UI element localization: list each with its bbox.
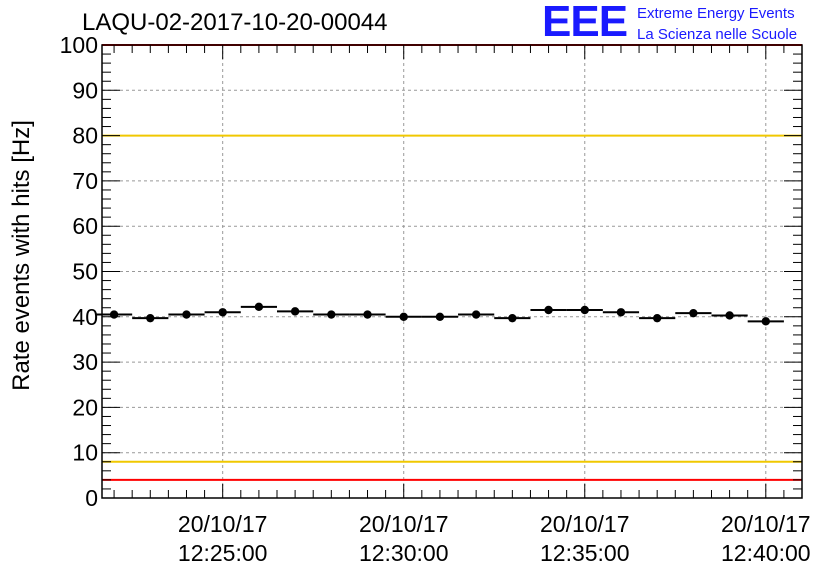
plot-frame — [101, 44, 803, 499]
x-tick-date: 20/10/17 — [540, 511, 630, 537]
data-point — [290, 307, 300, 316]
data-point — [399, 312, 408, 321]
y-tick-label: 30 — [72, 349, 98, 375]
data-point — [254, 302, 264, 312]
data-point — [616, 308, 626, 317]
reference-lines — [102, 44, 802, 481]
x-tick-date: 20/10/17 — [721, 511, 811, 537]
x-tick-time: 12:40:00 — [721, 540, 811, 566]
y-axis-label: Rate events with hits [Hz] — [8, 120, 35, 391]
data-point — [508, 313, 517, 323]
data-point — [435, 312, 445, 321]
grid — [102, 45, 802, 498]
data-point — [689, 308, 698, 318]
x-tick-time: 12:35:00 — [540, 540, 630, 566]
logo-subtitle-2: La Scienza nelle Scuole — [637, 26, 798, 43]
y-tick-label: 80 — [72, 123, 98, 149]
y-tick-label: 100 — [60, 32, 98, 58]
y-tick-label: 40 — [72, 304, 98, 330]
data-point — [327, 310, 336, 319]
x-tick-date: 20/10/17 — [178, 511, 268, 537]
y-tick-label: 10 — [72, 440, 98, 466]
data-point — [652, 313, 662, 323]
data-point — [580, 305, 589, 315]
eee-logo-mark: EEE — [542, 0, 628, 46]
data-point — [363, 310, 372, 319]
eee-logo: EEE Extreme Energy Events La Scienza nel… — [542, 0, 832, 46]
y-tick-label: 60 — [72, 213, 98, 239]
data-point — [218, 308, 227, 317]
data-point — [725, 311, 734, 320]
tick-labels: 0 10 20 30 40 50 60 70 80 90 100 20/10/17 12:25:00 20… — [60, 32, 811, 566]
x-tick-time: 12:25:00 — [178, 540, 268, 566]
y-tick-label: 0 — [85, 485, 98, 511]
data-point — [146, 313, 155, 323]
y-tick-label: 90 — [72, 77, 98, 103]
data-point — [761, 317, 770, 326]
data-point — [109, 310, 119, 319]
y-tick-label: 20 — [72, 394, 98, 420]
data-point — [471, 310, 481, 319]
data-points — [95, 302, 784, 326]
y-tick-label: 70 — [72, 168, 98, 194]
y-tick-label: 50 — [72, 259, 98, 285]
chart-title: LAQU-02-2017-10-20-00044 — [82, 9, 388, 36]
x-tick-time: 12:30:00 — [359, 540, 449, 566]
data-point — [182, 310, 191, 319]
data-point — [544, 305, 553, 315]
x-tick-date: 20/10/17 — [359, 511, 449, 537]
logo-subtitle-1: Extreme Energy Events — [637, 5, 795, 22]
